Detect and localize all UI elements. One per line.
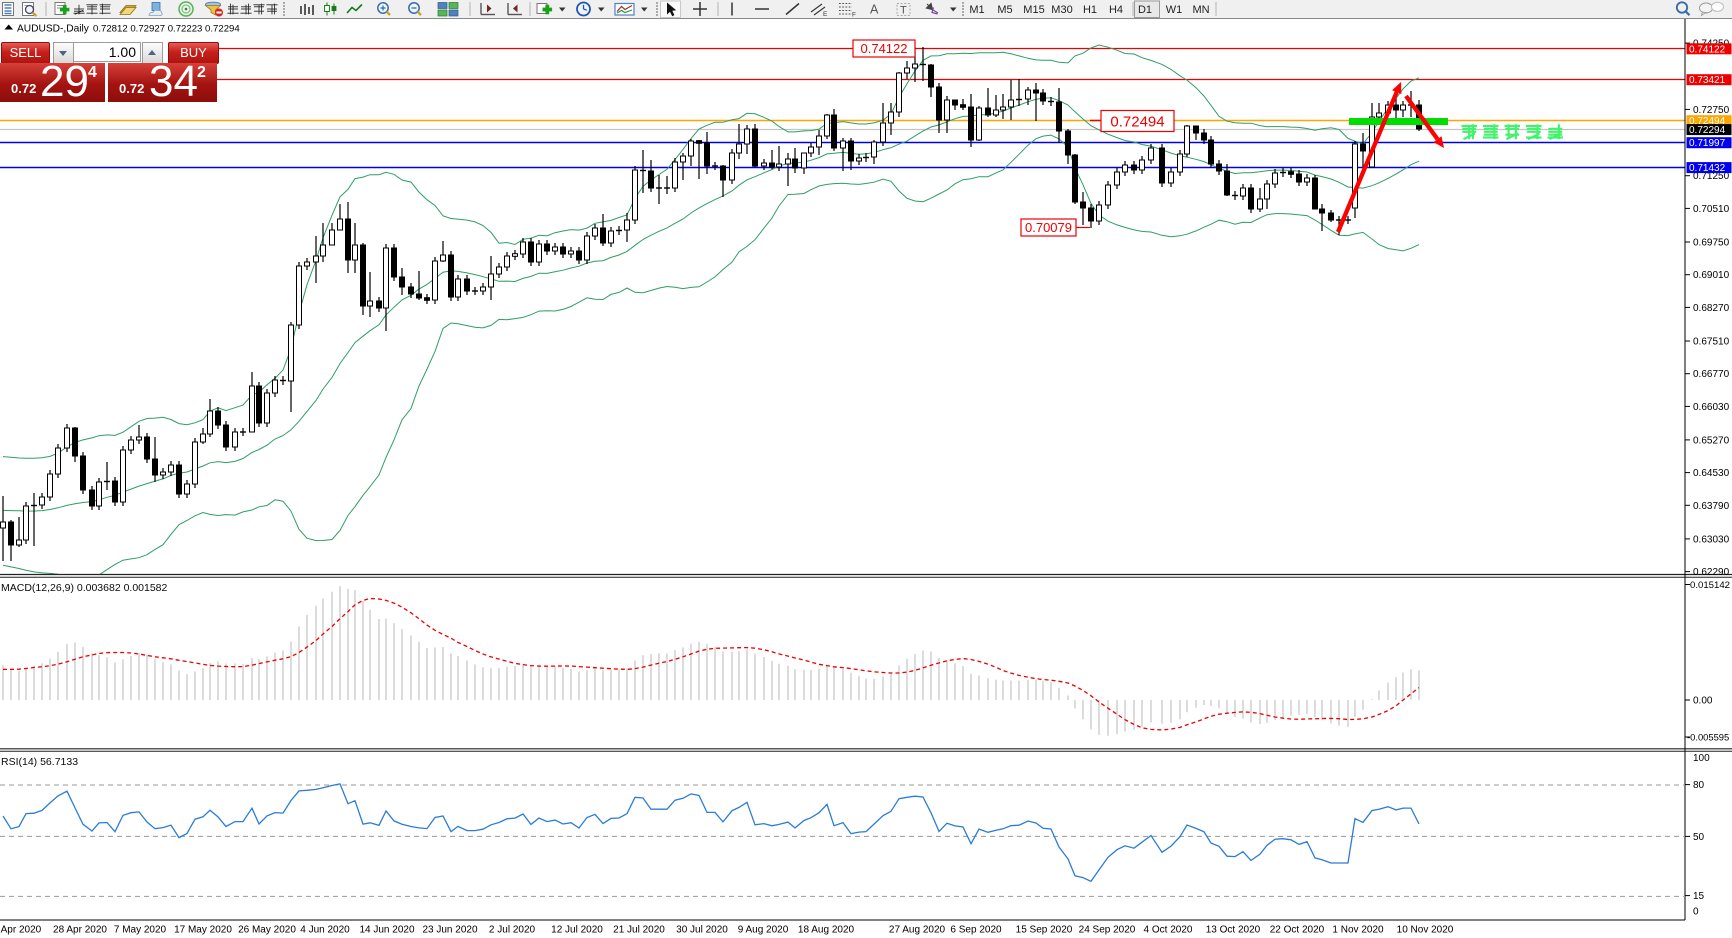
svg-text:M15: M15 bbox=[1023, 4, 1044, 16]
svg-text:M30: M30 bbox=[1051, 4, 1072, 16]
svg-text:0.64530: 0.64530 bbox=[1693, 468, 1730, 479]
svg-text:0.71432: 0.71432 bbox=[1689, 163, 1726, 174]
svg-text:27 Aug 2020: 27 Aug 2020 bbox=[889, 925, 946, 936]
svg-text:0.72294: 0.72294 bbox=[1689, 125, 1726, 136]
svg-text:10 Nov 2020: 10 Nov 2020 bbox=[1397, 925, 1454, 936]
svg-text:T: T bbox=[900, 5, 907, 17]
svg-text:E: E bbox=[823, 11, 828, 18]
svg-text:H4: H4 bbox=[1109, 4, 1123, 16]
svg-text:23 Jun 2020: 23 Jun 2020 bbox=[422, 925, 477, 936]
svg-text:12 Jul 2020: 12 Jul 2020 bbox=[551, 925, 603, 936]
svg-text:M5: M5 bbox=[997, 4, 1012, 16]
svg-text:6 Sep 2020: 6 Sep 2020 bbox=[950, 925, 1002, 936]
svg-text:A: A bbox=[870, 3, 879, 17]
svg-text:0.72750: 0.72750 bbox=[1693, 105, 1730, 116]
svg-text:24 Sep 2020: 24 Sep 2020 bbox=[1079, 925, 1136, 936]
svg-text:22 Oct 2020: 22 Oct 2020 bbox=[1270, 925, 1325, 936]
svg-text:0.69750: 0.69750 bbox=[1693, 238, 1730, 249]
svg-text:9 Aug 2020: 9 Aug 2020 bbox=[738, 925, 789, 936]
svg-text:0.68270: 0.68270 bbox=[1693, 303, 1730, 314]
svg-text:RSI(14) 56.7133: RSI(14) 56.7133 bbox=[1, 756, 78, 768]
svg-text:14 Jun 2020: 14 Jun 2020 bbox=[359, 925, 414, 936]
svg-text:9 Apr 2020: 9 Apr 2020 bbox=[0, 925, 42, 936]
svg-text:0.72494: 0.72494 bbox=[1689, 116, 1726, 127]
svg-text:50: 50 bbox=[1693, 832, 1705, 843]
svg-text:7 May 2020: 7 May 2020 bbox=[114, 925, 167, 936]
svg-text:H1: H1 bbox=[1083, 4, 1097, 16]
svg-text:80: 80 bbox=[1693, 780, 1705, 791]
svg-text:W1: W1 bbox=[1166, 4, 1183, 16]
svg-text:0.72812 0.72927 0.72223 0.7229: 0.72812 0.72927 0.72223 0.72294 bbox=[93, 24, 240, 35]
svg-text:AUDUSD-,Daily: AUDUSD-,Daily bbox=[17, 24, 90, 35]
svg-text:MN: MN bbox=[1192, 4, 1209, 16]
svg-text:0.62290: 0.62290 bbox=[1693, 567, 1730, 578]
svg-text:0.72494: 0.72494 bbox=[1110, 113, 1164, 130]
svg-text:0.69010: 0.69010 bbox=[1693, 270, 1730, 281]
svg-text:100: 100 bbox=[1693, 753, 1710, 764]
svg-text:0.63030: 0.63030 bbox=[1693, 534, 1730, 545]
svg-text:0.74122: 0.74122 bbox=[1689, 44, 1726, 55]
svg-text:4 Oct 2020: 4 Oct 2020 bbox=[1144, 925, 1193, 936]
svg-text:0.66770: 0.66770 bbox=[1693, 369, 1730, 380]
svg-text:D1: D1 bbox=[1138, 4, 1152, 16]
svg-text:4 Jun 2020: 4 Jun 2020 bbox=[300, 925, 350, 936]
svg-text:2 Jul 2020: 2 Jul 2020 bbox=[489, 925, 536, 936]
svg-text:28 Apr 2020: 28 Apr 2020 bbox=[53, 925, 107, 936]
svg-text:0: 0 bbox=[1693, 907, 1699, 918]
svg-text:-0.005595: -0.005595 bbox=[1687, 732, 1729, 743]
svg-text:0.015142: 0.015142 bbox=[1690, 580, 1730, 591]
svg-text:21 Jul 2020: 21 Jul 2020 bbox=[613, 925, 665, 936]
svg-text:13 Oct 2020: 13 Oct 2020 bbox=[1206, 925, 1261, 936]
svg-text:0.71997: 0.71997 bbox=[1689, 138, 1726, 149]
svg-text:0.63790: 0.63790 bbox=[1693, 501, 1730, 512]
svg-text:0.65270: 0.65270 bbox=[1693, 435, 1730, 446]
svg-text:0.73421: 0.73421 bbox=[1689, 75, 1726, 86]
svg-text:0.71250: 0.71250 bbox=[1693, 171, 1730, 182]
svg-text:15 Sep 2020: 15 Sep 2020 bbox=[1016, 925, 1073, 936]
svg-text:F: F bbox=[852, 12, 856, 19]
svg-text:0.66030: 0.66030 bbox=[1693, 402, 1730, 413]
svg-text:0.67510: 0.67510 bbox=[1693, 337, 1730, 348]
svg-text:M1: M1 bbox=[969, 4, 984, 16]
svg-text:30 Jul 2020: 30 Jul 2020 bbox=[676, 925, 728, 936]
svg-text:1 Nov 2020: 1 Nov 2020 bbox=[1332, 925, 1384, 936]
svg-text:17 May 2020: 17 May 2020 bbox=[174, 925, 232, 936]
svg-text:MACD(12,26,9) 0.003682 0.00158: MACD(12,26,9) 0.003682 0.001582 bbox=[1, 582, 168, 594]
svg-text:0.74122: 0.74122 bbox=[861, 41, 908, 56]
svg-text:18 Aug 2020: 18 Aug 2020 bbox=[798, 925, 855, 936]
svg-text:26 May 2020: 26 May 2020 bbox=[238, 925, 296, 936]
svg-text:0.70510: 0.70510 bbox=[1693, 204, 1730, 215]
svg-text:0.00: 0.00 bbox=[1693, 696, 1713, 707]
svg-text:15: 15 bbox=[1693, 891, 1705, 902]
svg-text:0.70079: 0.70079 bbox=[1025, 220, 1072, 235]
